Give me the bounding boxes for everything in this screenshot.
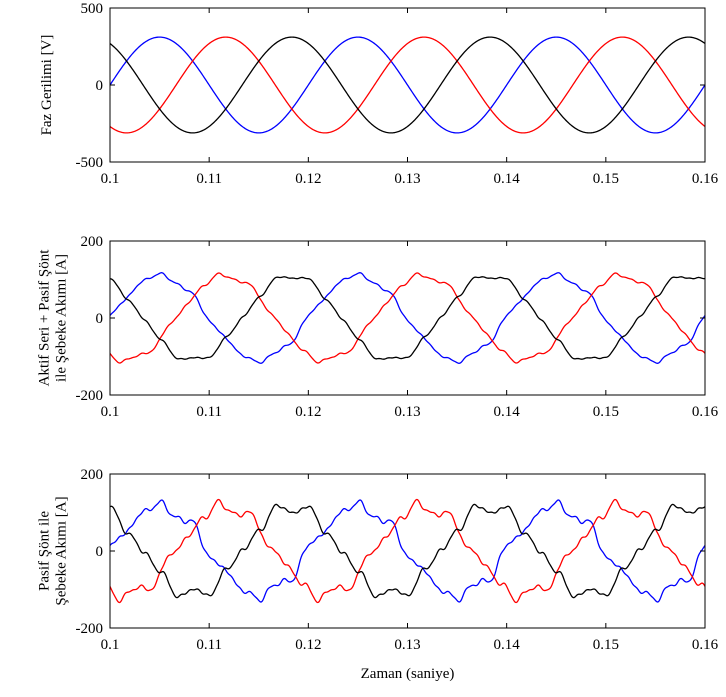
x-tick-label: 0.1	[101, 404, 120, 420]
y-axis-label-line: Şebeke Akımı [A]	[54, 496, 70, 605]
series-line-2	[110, 272, 705, 364]
x-tick-label: 0.1	[101, 637, 120, 653]
y-tick-label: 500	[81, 1, 104, 17]
subplot-1: 0.1 0.11 0.12 0.13 0.14 0.15 0.16 500 0 -500 Faz G…	[39, 1, 719, 187]
y-axis-label: Pasif Şönt ileŞebeke Akımı [A]	[37, 496, 70, 605]
y-axis-label: Aktif Seri + Pasif Şöntile Şebeke Akımı …	[37, 249, 70, 387]
series-line-3	[110, 276, 705, 360]
x-tick-label: 0.14	[494, 637, 521, 653]
y-tick-label: 0	[96, 78, 104, 94]
x-tick-label: 0.14	[494, 171, 521, 187]
series-group	[110, 498, 705, 604]
x-tick-label: 0.13	[394, 404, 420, 420]
x-tick-label: 0.14	[494, 404, 521, 420]
x-tick-label: 0.13	[394, 637, 420, 653]
y-axis-label-line: ile Şebeke Akımı [A]	[54, 254, 70, 382]
series-line-2	[110, 36, 705, 134]
x-tick-label: 0.15	[593, 637, 619, 653]
y-tick-label: -500	[76, 155, 104, 171]
x-tick-label: 0.16	[692, 171, 719, 187]
plot-frame	[109, 240, 706, 396]
y-tick-label: 0	[96, 544, 104, 560]
y-tick-label: 200	[81, 467, 104, 483]
y-tick-label: -200	[76, 388, 104, 404]
y-axis-label-line: Pasif Şönt ile	[37, 511, 53, 591]
y-axis-label-line: Faz Gerilimi [V]	[39, 35, 55, 136]
x-tick-label: 0.11	[196, 637, 222, 653]
x-tick-label: 0.12	[295, 171, 321, 187]
series-line-1	[110, 272, 705, 364]
x-tick-label: 0.15	[593, 171, 619, 187]
x-tick-label: 0.12	[295, 637, 321, 653]
series-line-1	[110, 36, 705, 134]
x-tick-label: 0.16	[692, 637, 719, 653]
series-line-3	[110, 503, 705, 599]
y-tick-label: 0	[96, 311, 104, 327]
series-group	[110, 36, 705, 134]
x-tick-label: 0.15	[593, 404, 619, 420]
plot-frame	[109, 473, 706, 629]
y-tick-label: -200	[76, 621, 104, 637]
series-line-1	[110, 499, 705, 603]
x-tick-label: 0.16	[692, 404, 719, 420]
subplot-2: 0.1 0.11 0.12 0.13 0.14 0.15 0.16 200 0 -200 Aktif…	[37, 234, 719, 420]
series-group	[110, 272, 705, 364]
x-tick-label: 0.1	[101, 171, 120, 187]
x-tick-label: 0.12	[295, 404, 321, 420]
series-line-3	[110, 36, 705, 134]
series-line-2	[110, 498, 705, 604]
x-axis-label: Zaman (saniye)	[361, 666, 455, 682]
x-tick-label: 0.13	[394, 171, 420, 187]
y-tick-label: 200	[81, 234, 104, 250]
x-tick-label: 0.11	[196, 404, 222, 420]
y-axis-label: Faz Gerilimi [V]	[39, 35, 55, 136]
x-tick-label: 0.11	[196, 171, 222, 187]
y-axis-label-line: Aktif Seri + Pasif Şönt	[37, 249, 53, 387]
subplot-3: 0.1 0.11 0.12 0.13 0.14 0.15 0.16 200 0 -200 Pasif…	[37, 467, 719, 682]
